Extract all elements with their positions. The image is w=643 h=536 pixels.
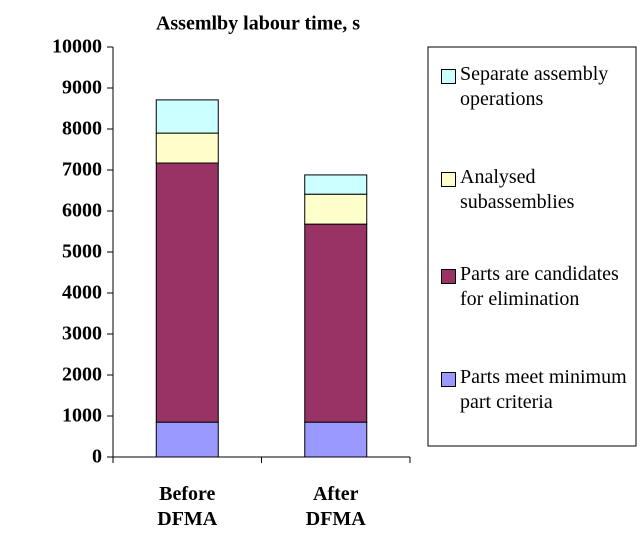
bar-segment [155, 421, 219, 458]
y-tick-label: 2000 [62, 364, 102, 386]
bar-segment [304, 174, 368, 195]
legend-label: Parts are candidates for elimination [460, 263, 619, 310]
legend-box [427, 46, 637, 447]
bar-segment [155, 162, 219, 423]
bar-segment [155, 99, 219, 134]
legend-swatch [441, 172, 456, 187]
legend-swatch [441, 269, 456, 284]
legend-swatch [441, 372, 456, 387]
legend-swatch [441, 69, 456, 84]
chart-title: Assemlby labour time, s [156, 13, 360, 35]
y-tick-label: 6000 [62, 200, 102, 222]
x-tick-label: Before DFMA [157, 483, 218, 530]
legend-label: Parts meet minimum part criteria [460, 366, 627, 413]
y-tick-label: 1000 [62, 405, 102, 427]
x-tick-label: After DFMA [305, 483, 366, 530]
legend-label: Analysed subassemblies [460, 166, 575, 213]
legend-label: Separate assembly operations [460, 63, 609, 110]
y-tick-label: 8000 [62, 118, 102, 140]
bar-segment [304, 421, 368, 458]
bar-segment [304, 223, 368, 423]
y-tick-label: 9000 [62, 77, 102, 99]
y-tick-label: 5000 [62, 241, 102, 263]
y-tick-label: 4000 [62, 282, 102, 304]
y-tick-label: 10000 [52, 36, 102, 58]
bar-segment [155, 132, 219, 164]
y-tick-label: 7000 [62, 159, 102, 181]
y-tick-label: 0 [92, 446, 102, 468]
bar-segment [304, 193, 368, 225]
y-tick-label: 3000 [62, 323, 102, 345]
